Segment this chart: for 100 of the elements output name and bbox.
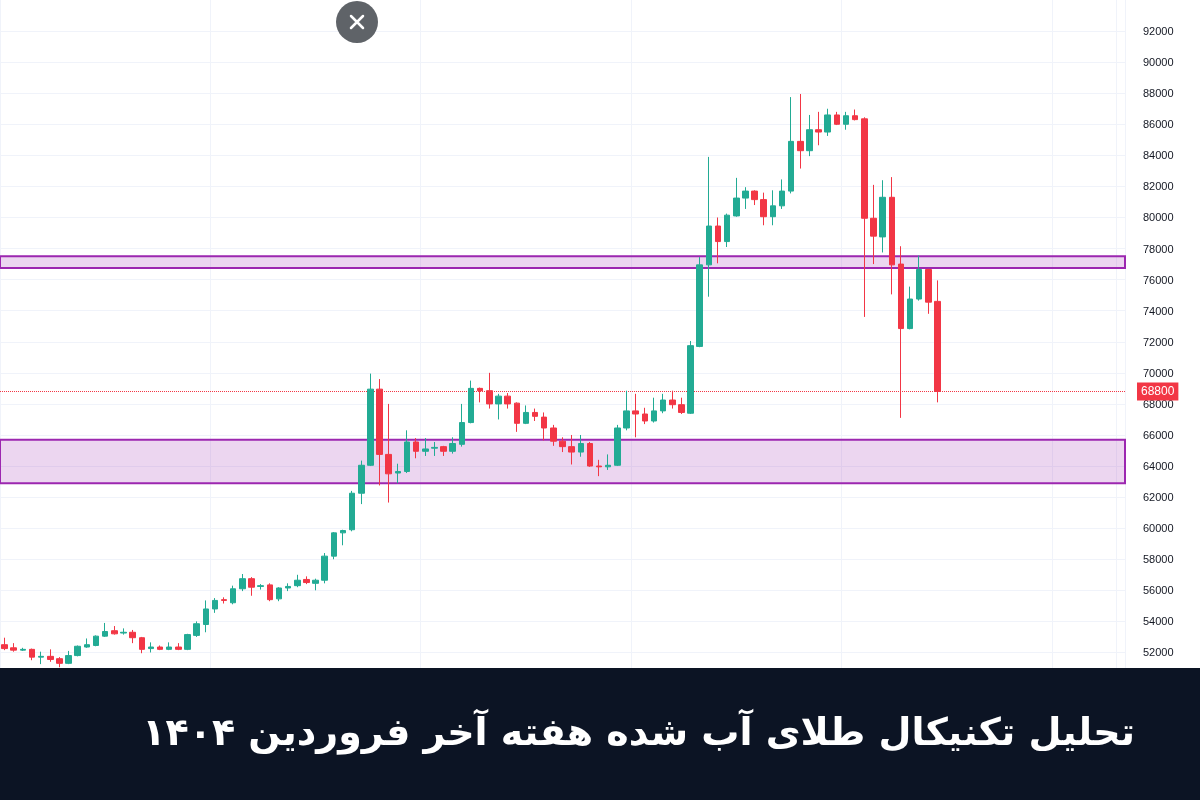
candlestick <box>312 578 319 591</box>
candlestick <box>568 434 575 465</box>
candlestick <box>56 656 63 668</box>
candlestick <box>550 424 557 447</box>
candlestick <box>139 636 145 654</box>
candlestick <box>65 650 72 665</box>
candlestick <box>1 637 8 651</box>
candlestick <box>239 573 246 592</box>
candlestick <box>449 436 456 455</box>
y-tick-label: 82000 <box>1143 180 1174 193</box>
candlestick <box>276 586 282 602</box>
candlestick <box>148 641 154 653</box>
candlestick <box>532 408 538 422</box>
candlestick <box>779 178 785 210</box>
candlestick <box>523 404 529 425</box>
candlestick <box>349 490 355 532</box>
candlestick <box>815 111 822 146</box>
candlestick <box>834 111 840 126</box>
y-tick-label: 54000 <box>1143 615 1174 628</box>
y-tick-label: 90000 <box>1143 56 1174 69</box>
candlestick <box>257 583 264 591</box>
candlestick <box>203 599 209 633</box>
candlestick <box>331 531 337 560</box>
text: تحلیل تکنیکال طلای آب شده هفته آخر فروردین ۱۴۰۴ <box>142 708 1136 755</box>
candlestick <box>861 116 868 318</box>
candlestick <box>84 637 90 649</box>
candlestick <box>559 436 566 453</box>
candlestick <box>358 460 365 505</box>
candlestick <box>852 109 858 121</box>
candlestick <box>285 582 291 592</box>
candlestick <box>843 111 849 131</box>
candlestick <box>193 620 200 638</box>
candlestick <box>413 437 419 459</box>
candlestick <box>824 108 831 137</box>
candlestick <box>184 633 191 651</box>
candlestick <box>111 625 118 636</box>
candlestick <box>715 216 721 264</box>
candlestick <box>404 429 410 474</box>
candlestick <box>514 401 520 433</box>
candlestick <box>267 582 273 602</box>
candlestick <box>879 179 886 253</box>
candlestick <box>770 189 776 226</box>
candlestick <box>889 176 895 295</box>
candlestick <box>340 529 346 546</box>
y-tick-label: 58000 <box>1143 553 1174 566</box>
candlestick <box>651 397 657 424</box>
candlestick <box>303 575 310 585</box>
candlestick <box>495 393 502 420</box>
candlestick <box>724 213 730 248</box>
candlestick <box>632 393 639 438</box>
candlestick <box>47 648 54 663</box>
candlestick <box>623 390 630 431</box>
candlestick <box>129 629 136 644</box>
y-tick-label: 78000 <box>1143 242 1174 255</box>
y-tick-label: 66000 <box>1143 428 1174 441</box>
y-tick-label: 86000 <box>1143 118 1174 131</box>
candlestick <box>74 644 81 657</box>
candlestick <box>696 256 703 348</box>
y-tick-label: 92000 <box>1143 25 1174 38</box>
candlestick <box>706 156 712 298</box>
candlestick <box>459 403 465 448</box>
y-tick-label: 60000 <box>1143 522 1174 535</box>
candlestick <box>431 441 438 457</box>
candlestick <box>422 437 429 457</box>
candlestick <box>248 576 255 597</box>
candlestick <box>20 647 26 652</box>
candlestick <box>230 585 236 605</box>
candlestick <box>29 648 35 661</box>
y-tick-label: 62000 <box>1143 491 1174 504</box>
y-tick-label: 70000 <box>1143 366 1174 379</box>
candlestick <box>321 552 328 584</box>
y-tick-label: 64000 <box>1143 460 1174 473</box>
candlestick <box>440 445 447 457</box>
candlestick <box>38 651 44 665</box>
y-tick-label: 84000 <box>1143 149 1174 162</box>
y-tick-label: 74000 <box>1143 304 1174 317</box>
candlestick <box>788 96 794 194</box>
ref-line-label: 68800 <box>1141 384 1175 399</box>
candlestick <box>102 622 108 638</box>
candlestick <box>166 641 172 651</box>
candlestick <box>541 411 547 441</box>
candlestick <box>468 380 474 424</box>
y-tick-label: 68000 <box>1143 397 1174 410</box>
candlestick <box>157 644 163 651</box>
candlestick <box>916 255 922 302</box>
candlestick <box>925 268 932 315</box>
candlestick <box>642 407 648 425</box>
candlestick <box>678 397 685 415</box>
candlestick <box>385 403 392 504</box>
candlestick <box>212 597 218 614</box>
candlestick <box>504 392 511 410</box>
candlestick <box>294 574 301 588</box>
candlestick <box>733 177 740 218</box>
candlestick <box>395 463 401 484</box>
candlestick <box>742 186 749 210</box>
y-tick-label: 52000 <box>1143 646 1174 659</box>
candlestick <box>806 114 813 157</box>
candlestick <box>870 184 877 265</box>
candlestick <box>93 634 99 647</box>
y-tick-label: 72000 <box>1143 335 1174 348</box>
